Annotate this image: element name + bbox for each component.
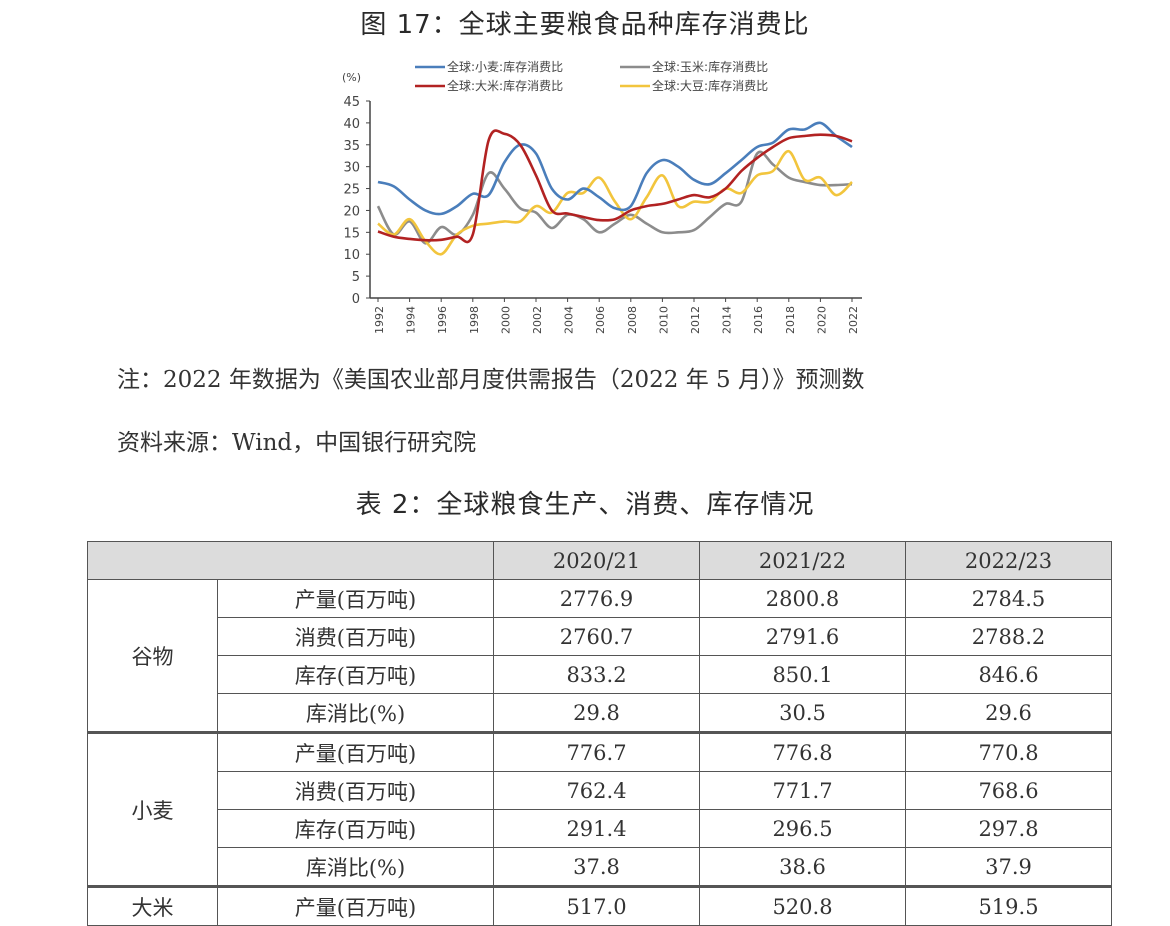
value-cell: 850.1	[699, 655, 906, 694]
y-tick-label: 40	[343, 117, 360, 132]
value-cell: 770.8	[905, 731, 1112, 772]
x-tick-label: 2014	[721, 306, 734, 334]
table-header-row: 2020/21 2021/22 2022/23	[87, 541, 1112, 580]
series-line	[376, 150, 853, 245]
y-tick-label: 25	[343, 183, 360, 198]
column-header: 2022/23	[905, 541, 1112, 580]
table-row: 小麦 产量(百万吨) 776.7 776.8 770.8	[87, 731, 1112, 887]
metric-label: 库消比(%)	[217, 847, 494, 887]
x-tick-label: 1996	[436, 306, 449, 334]
x-tick-label: 1992	[373, 306, 386, 334]
table-row: 库存(百万吨) 291.4 296.5 297.8	[88, 809, 1112, 848]
metric-label: 消费(百万吨)	[217, 617, 494, 656]
x-tick-label: 2016	[752, 306, 765, 334]
value-cell: 776.7	[493, 731, 700, 772]
legend-label: 全球:大豆:库存消费比	[652, 78, 768, 93]
y-tick-label: 20	[343, 204, 360, 219]
value-cell: 297.8	[905, 809, 1112, 848]
x-tick-label: 2022	[847, 306, 860, 334]
header-blank-cell	[87, 541, 494, 580]
value-cell: 2776.9	[493, 579, 700, 618]
value-cell: 2791.6	[699, 617, 906, 656]
x-tick-label: 2008	[626, 306, 639, 334]
value-cell: 520.8	[699, 885, 906, 926]
column-header: 2020/21	[493, 541, 700, 580]
value-cell: 29.6	[905, 693, 1112, 733]
x-tick-label: 2002	[531, 306, 544, 334]
y-tick-label: 35	[343, 139, 360, 154]
table-row: 谷物 产量(百万吨) 2776.9 2800.8 2784.5	[87, 579, 1112, 733]
value-cell: 2784.5	[905, 579, 1112, 618]
table-row: 消费(百万吨) 2760.7 2791.6 2788.2	[88, 617, 1112, 656]
x-tick-label: 1994	[405, 306, 418, 334]
x-tick-label: 2004	[563, 306, 576, 334]
group-label: 大米	[87, 885, 218, 926]
value-cell: 768.6	[905, 771, 1112, 810]
group-label: 小麦	[87, 731, 218, 887]
x-tick-label: 2018	[784, 306, 797, 334]
table-title: 表 2：全球粮食生产、消费、库存情况	[355, 490, 815, 520]
x-tick-label: 2000	[499, 306, 512, 334]
y-tick-label: 45	[343, 95, 360, 110]
figure-title: 图 17：全球主要粮食品种库存消费比	[360, 10, 810, 40]
group-label: 谷物	[87, 579, 218, 733]
x-tick-label: 2020	[815, 306, 828, 334]
value-cell: 296.5	[699, 809, 906, 848]
legend-label: 全球:玉米:库存消费比	[652, 59, 768, 74]
column-header: 2021/22	[699, 541, 906, 580]
figure-source: 资料来源：Wind，中国银行研究院	[117, 430, 477, 456]
metric-label: 产量(百万吨)	[217, 731, 494, 772]
chart-canvas: 0 5 10 15 20 25 30 35 40 45 (%) 1992 1994 1996 1998 200…	[342, 59, 862, 334]
y-tick-label: 0	[352, 292, 360, 307]
value-cell: 771.7	[699, 771, 906, 810]
value-cell: 2800.8	[699, 579, 906, 618]
metric-label: 产量(百万吨)	[217, 579, 494, 618]
table-row: 库存(百万吨) 833.2 850.1 846.6	[88, 655, 1112, 694]
stock-to-use-line-chart: 0 5 10 15 20 25 30 35 40 45 (%) 1992 1994 1996 1998 200…	[330, 55, 870, 345]
legend-label: 全球:大米:库存消费比	[447, 78, 563, 93]
x-tick-label: 2006	[594, 306, 607, 334]
value-cell: 37.8	[493, 847, 700, 887]
value-cell: 846.6	[905, 655, 1112, 694]
series-line	[377, 121, 853, 216]
table-row: 库消比(%) 37.8 38.6 37.9	[88, 847, 1112, 887]
figure-note: 注：2022 年数据为《美国农业部月度供需报告（2022 年 5 月）》预测数	[117, 367, 865, 393]
value-cell: 37.9	[905, 847, 1112, 887]
value-cell: 2760.7	[493, 617, 700, 656]
table-row: 库消比(%) 29.8 30.5 29.6	[88, 693, 1112, 733]
value-cell: 2788.2	[905, 617, 1112, 656]
metric-label: 库存(百万吨)	[217, 809, 494, 848]
series-line	[377, 129, 853, 244]
y-tick-label: 10	[343, 248, 360, 263]
grain-supply-table: 2020/21 2021/22 2022/23 谷物 产量(百万吨) 2776.9 2800…	[87, 541, 1112, 926]
value-cell: 29.8	[493, 693, 700, 733]
value-cell: 776.8	[699, 731, 906, 772]
value-cell: 291.4	[493, 809, 700, 848]
y-tick-label: 30	[343, 161, 360, 176]
x-tick-label: 2010	[657, 306, 670, 334]
value-cell: 762.4	[493, 771, 700, 810]
value-cell: 30.5	[699, 693, 906, 733]
y-tick-label: 15	[343, 226, 360, 241]
legend-label: 全球:小麦:库存消费比	[447, 59, 563, 74]
y-axis-unit: (%)	[342, 71, 361, 84]
value-cell: 519.5	[905, 885, 1112, 926]
series-line	[377, 150, 853, 256]
metric-label: 库存(百万吨)	[217, 655, 494, 694]
metric-label: 产量(百万吨)	[217, 885, 494, 926]
y-tick-label: 5	[352, 270, 360, 285]
value-cell: 517.0	[493, 885, 700, 926]
metric-label: 库消比(%)	[217, 693, 494, 733]
x-tick-label: 1998	[468, 306, 481, 334]
value-cell: 38.6	[699, 847, 906, 887]
x-tick-label: 2012	[689, 306, 702, 334]
table-row: 消费(百万吨) 762.4 771.7 768.6	[88, 771, 1112, 810]
metric-label: 消费(百万吨)	[217, 771, 494, 810]
value-cell: 833.2	[493, 655, 700, 694]
table-row: 大米 产量(百万吨) 517.0 520.8 519.5	[87, 885, 1112, 926]
